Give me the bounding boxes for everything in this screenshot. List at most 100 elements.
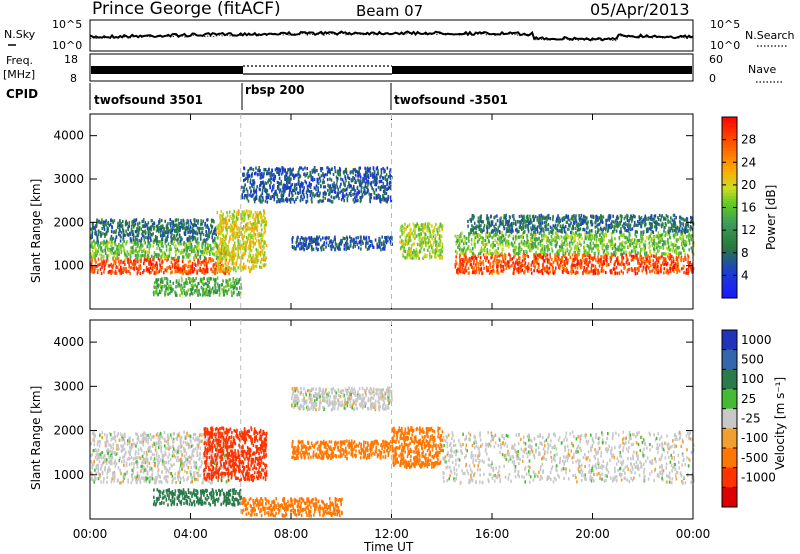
heatmap-cell [566,269,569,273]
heatmap-cell [206,251,208,255]
heatmap-cell [232,234,234,238]
heatmap-cell [226,269,228,273]
heatmap-cell [224,260,227,264]
heatmap-cell [427,241,430,245]
heatmap-cell [359,183,361,187]
heatmap-cell [158,220,160,224]
heatmap-cell [191,262,194,266]
heatmap-cell [634,254,637,258]
heatmap-cell [110,262,112,266]
heatmap-cell [536,258,539,262]
heatmap-cell [100,262,103,266]
heatmap-cell [611,254,613,258]
heatmap-cell [420,228,422,232]
heatmap-cell [226,214,229,218]
heatmap-cell [302,182,304,186]
heatmap-cell [289,200,292,204]
heatmap-cell [322,180,325,184]
heatmap-cell [343,243,346,247]
heatmap-cell [262,183,265,187]
heatmap-cell [359,196,361,200]
heatmap-cell [228,240,230,244]
heatmap-cell [407,241,410,245]
heatmap-cell [132,234,135,238]
heatmap-cell [195,239,198,243]
heatmap-cell [619,233,622,237]
heatmap-cell [387,186,390,191]
heatmap-cell [236,226,238,230]
heatmap-cell [369,194,371,198]
heatmap-cell [298,168,300,172]
heatmap-cell [265,243,268,248]
heatmap-cell [193,221,196,225]
heatmap-cell [630,254,633,258]
heatmap-cell [357,246,360,250]
heatmap-cell [107,241,110,245]
heatmap-cell [500,264,503,268]
heatmap-cell [217,266,219,270]
heatmap-cell [226,211,228,215]
heatmap-cell [122,266,125,270]
heatmap-cell [225,224,228,228]
heatmap-cell [181,271,183,275]
heatmap-cell [482,253,485,257]
heatmap-cell [241,256,244,260]
heatmap-cell [216,230,218,234]
heatmap-cell [255,194,258,198]
heatmap-cell [99,232,102,237]
heatmap-cell [158,225,161,229]
heatmap-cell [335,195,337,199]
heatmap-cell [262,258,265,262]
heatmap-cell [328,193,330,197]
heatmap-cell [480,261,483,265]
heatmap-cell [205,287,208,291]
heatmap-cell [145,255,147,259]
heatmap-cell [118,269,120,273]
heatmap-cell [138,266,140,271]
heatmap-cell [212,258,215,263]
heatmap-cell [291,172,293,176]
heatmap-cell [223,236,226,240]
heatmap-cell [114,269,117,273]
heatmap-cell [675,255,678,260]
heatmap-cell [465,255,467,259]
heatmap-cell [223,293,225,297]
heatmap-cell [162,245,164,249]
heatmap-cell [537,266,540,270]
heatmap-cell [664,233,666,237]
noise-left-tick-top: 10^5 [52,18,82,31]
heatmap-cell [691,267,694,271]
heatmap-cell [210,258,213,262]
heatmap-cell [100,241,102,245]
heatmap-cell [124,267,126,271]
heatmap-cell [295,197,297,201]
heatmap-cell [353,187,355,191]
heatmap-cell [151,268,154,272]
heatmap-cell [241,193,243,197]
heatmap-cell [165,269,168,273]
heatmap-cell [144,231,147,235]
heatmap-cell [114,271,116,275]
heatmap-cell [423,226,425,230]
heatmap-cell [559,258,561,262]
heatmap-cell [579,258,582,262]
heatmap-cell [229,237,231,241]
heatmap-cell [645,260,648,264]
heatmap-cell [512,271,515,275]
heatmap-cell [199,226,201,230]
heatmap-cell [503,255,506,259]
heatmap-cell [358,241,360,245]
heatmap-cell [145,268,148,272]
heatmap-cell [628,238,631,242]
heatmap-cell [206,218,208,222]
heatmap-cell [583,266,585,270]
heatmap-cell [256,224,258,228]
heatmap-cell [178,268,181,272]
heatmap-cell [254,172,256,176]
heatmap-cell [302,241,305,245]
heatmap-cell [461,258,463,262]
heatmap-cell [576,257,579,261]
heatmap-cell [543,259,546,263]
heatmap-cell [222,248,224,252]
heatmap-cell [295,247,297,251]
